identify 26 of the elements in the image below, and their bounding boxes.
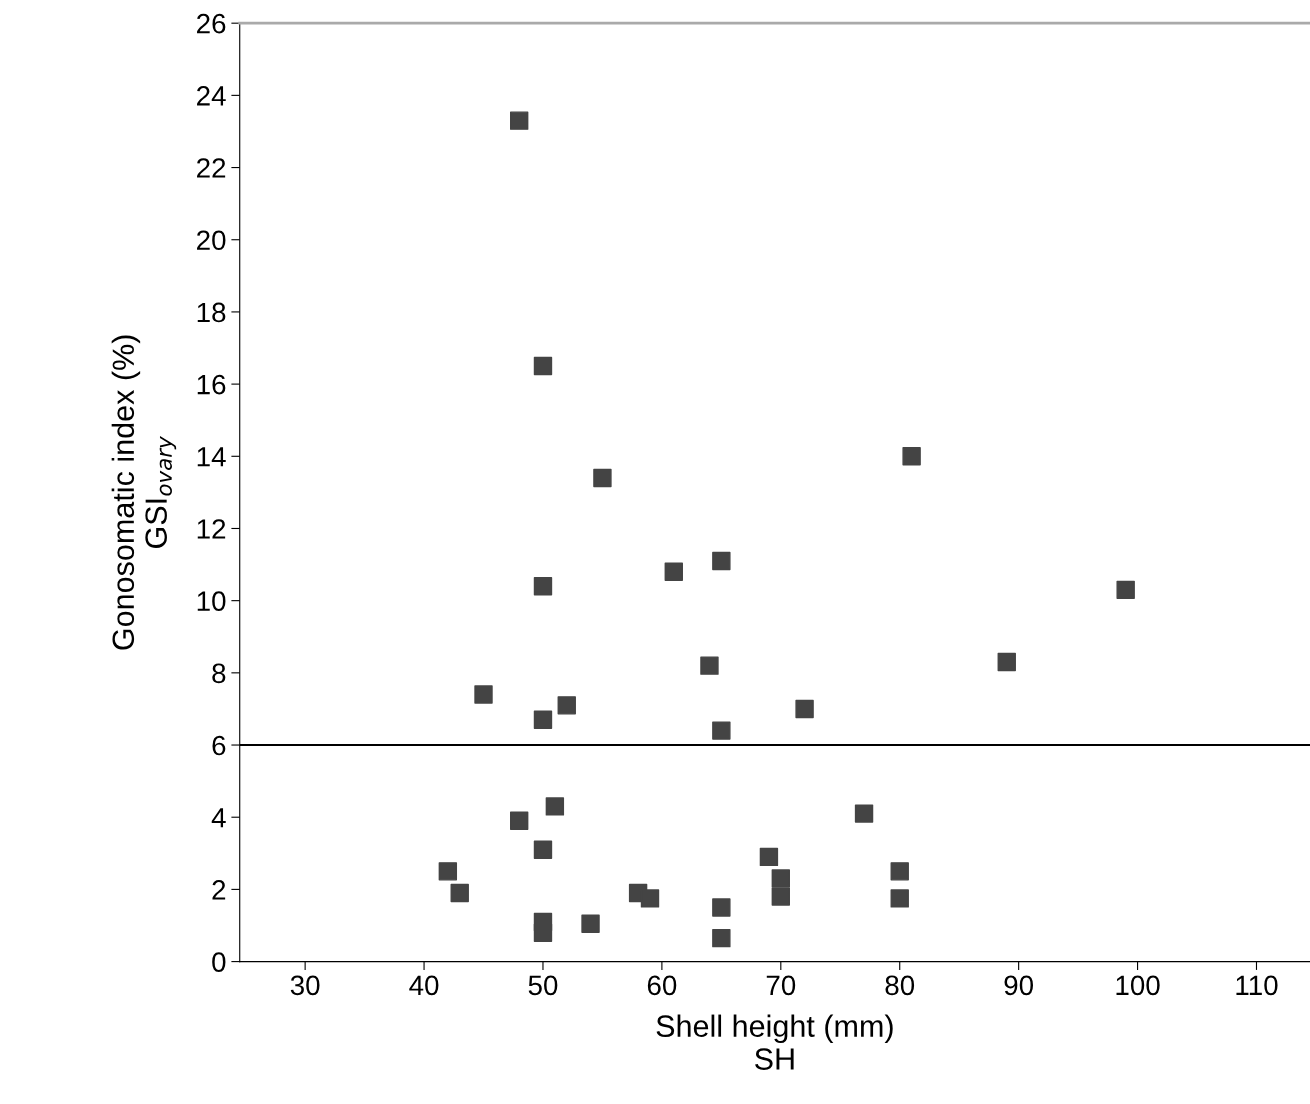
x-tick-label: 90: [1004, 975, 1034, 996]
y-tick-label: 20: [197, 230, 226, 251]
y-tick-label: 2: [212, 880, 226, 900]
x-axis-title: Shell height (mm) SH: [656, 1014, 893, 1070]
y-tick-label: 14: [197, 447, 226, 467]
x-tick-label: 100: [1116, 975, 1160, 996]
x-tick-label: 30: [290, 975, 320, 996]
y-tick-label: 26: [197, 13, 226, 34]
x-tick-label: 60: [647, 975, 677, 996]
x-tick-label: 40: [409, 975, 439, 996]
y-axis-title: Gonosomatic index (%) GSI$_{ovary}$: [111, 335, 177, 650]
y-tick-label: 0: [212, 952, 226, 972]
point: [640, 889, 660, 908]
x-tick-label: 80: [885, 975, 915, 996]
y-tick-label: 24: [197, 86, 226, 106]
y-tick-label: 6: [212, 735, 226, 756]
y-tick-label: 16: [197, 374, 226, 395]
y-tick-label: 10: [197, 591, 226, 611]
x-tick-label: 70: [766, 975, 796, 996]
y-tick-label: 8: [212, 663, 226, 684]
y-tick-label: 12: [197, 519, 226, 539]
y-tick-label: 18: [197, 302, 226, 323]
y-tick-label: 22: [197, 158, 226, 178]
x-tick-label: 110: [1236, 975, 1278, 996]
x-tick-label: 50: [528, 975, 558, 996]
y-tick-label: 4: [211, 808, 226, 828]
